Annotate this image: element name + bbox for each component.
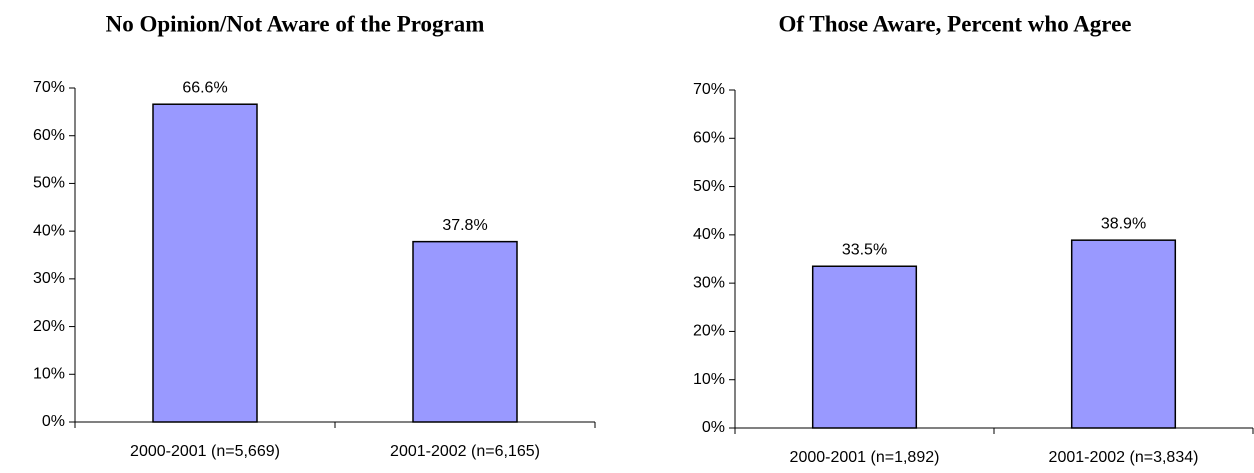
y-tick-label: 40% (33, 222, 65, 239)
bar (811, 265, 918, 429)
bar (412, 240, 518, 423)
y-tick-label: 0% (42, 413, 65, 430)
value-label: 66.6% (182, 79, 227, 96)
bar (152, 103, 258, 423)
y-tick-label: 70% (693, 81, 725, 98)
y-tick-label: 50% (33, 175, 65, 192)
y-tick-label: 60% (33, 127, 65, 144)
y-tick-label: 30% (33, 270, 65, 287)
value-label: 37.8% (442, 217, 487, 234)
y-tick-label: 40% (693, 226, 725, 243)
y-tick-label: 10% (693, 371, 725, 388)
chart-title: Of Those Aware, Percent who Agree (778, 11, 1131, 36)
y-tick-label: 0% (702, 419, 725, 436)
x-tick-label: 2001-2002 (n=3,834) (1049, 449, 1199, 466)
x-tick-label: 2000-2001 (n=5,669) (130, 443, 280, 460)
x-tick-label: 2001-2002 (n=6,165) (390, 443, 540, 460)
chart: No Opinion/Not Aware of the Program 0% 10%… (33, 11, 596, 460)
x-tick-label: 2000-2001 (n=1,892) (790, 449, 940, 466)
value-label: 33.5% (842, 241, 887, 258)
y-tick-label: 20% (33, 318, 65, 335)
chart-title: No Opinion/Not Aware of the Program (106, 11, 485, 36)
chart: Of Those Aware, Percent who Agree 0% 10% 20… (693, 11, 1254, 466)
y-tick-label: 50% (693, 178, 725, 195)
y-tick-label: 20% (693, 323, 725, 340)
y-tick-label: 60% (693, 130, 725, 147)
y-tick-label: 70% (33, 79, 65, 96)
y-tick-label: 10% (33, 366, 65, 383)
bar (1070, 239, 1177, 429)
value-label: 38.9% (1101, 215, 1146, 232)
y-tick-label: 30% (693, 274, 725, 291)
